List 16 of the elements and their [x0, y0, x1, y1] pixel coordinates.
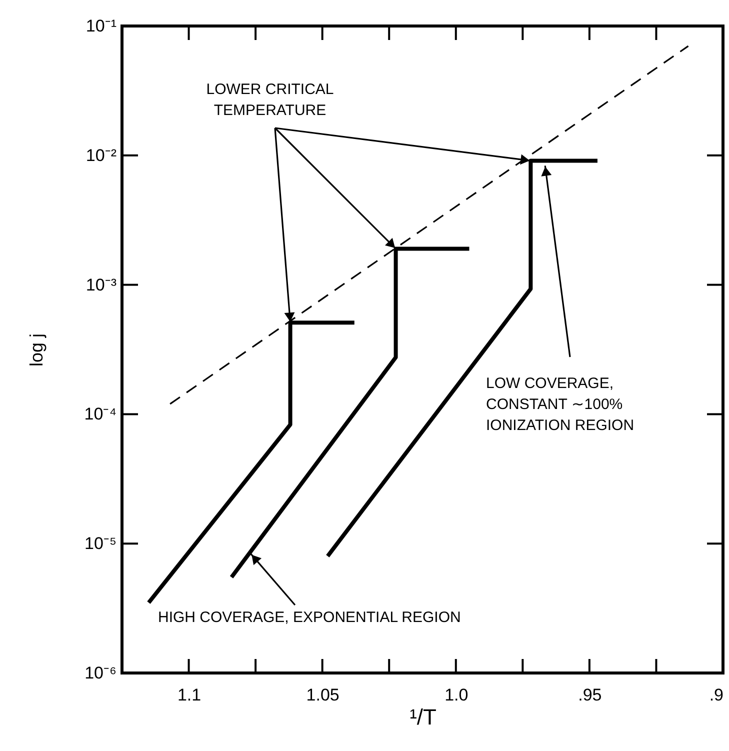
annotation: LOW COVERAGE, CONSTANT ∼100% IONIZATION REGION	[486, 375, 634, 434]
y-axis-title: log j	[26, 333, 46, 367]
x-tick-label: .9	[709, 686, 724, 704]
y-tick-label: 10⁻⁶	[84, 664, 116, 682]
x-tick-label: 1.0	[444, 686, 468, 704]
annotation: LOWER CRITICAL TEMPERATURE	[206, 81, 334, 119]
y-tick-label: 10⁻⁴	[84, 404, 116, 424]
y-tick-label: 10⁻⁵	[84, 534, 116, 554]
x-axis-title: ¹/T	[410, 704, 436, 730]
y-tick-label: 10⁻²	[86, 146, 117, 165]
y-tick-label: 10⁻¹	[86, 16, 117, 36]
x-tick-label: 1.1	[177, 686, 202, 704]
y-tick-label: 10⁻³	[86, 275, 117, 294]
annotation: HIGH COVERAGE, EXPONENTIAL REGION	[158, 609, 461, 626]
x-tick-label: 1.05	[306, 686, 340, 704]
x-tick-label: .95	[578, 686, 602, 704]
